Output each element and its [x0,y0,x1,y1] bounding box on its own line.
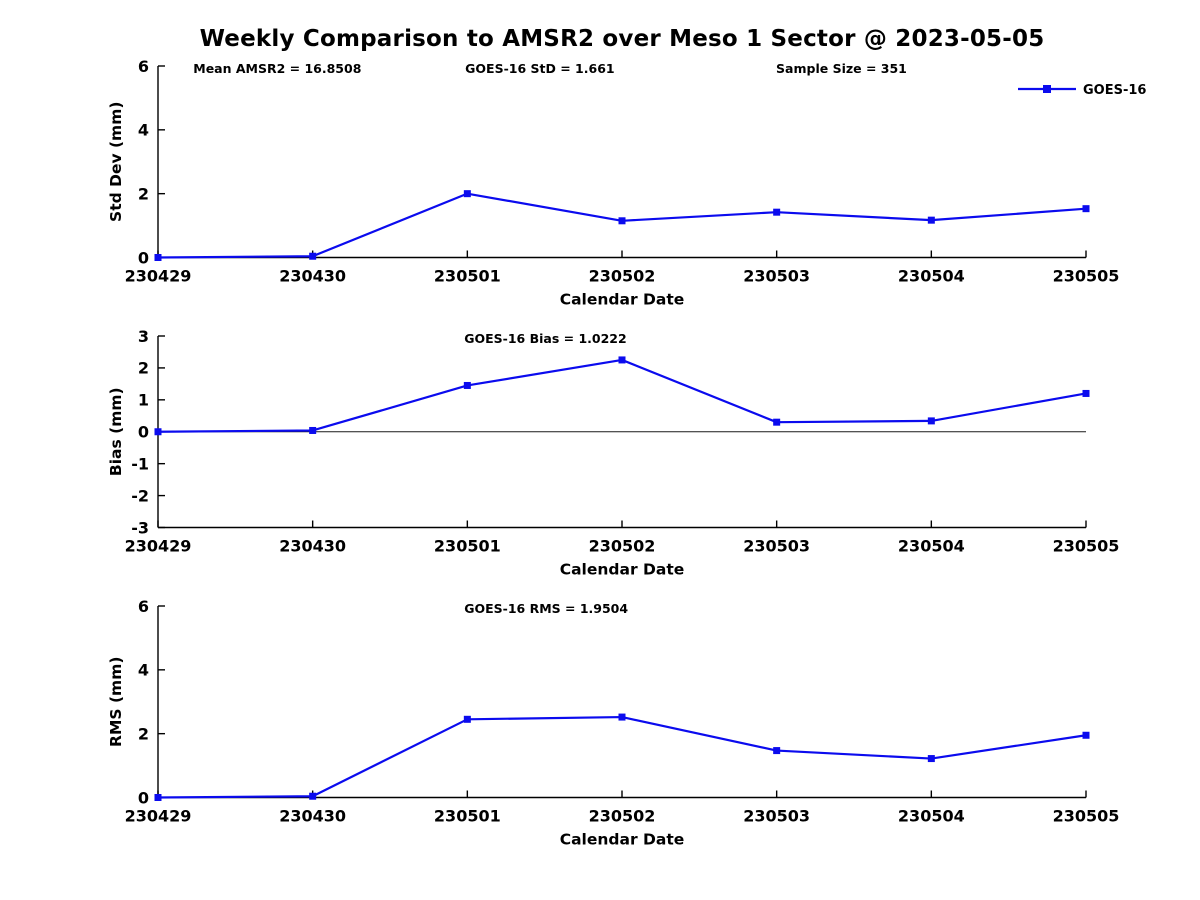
y-tick-label: -1 [131,454,149,473]
chart-stddev: 0 2 4 6 230429 230430 230501 230502 230503 230504… [107,57,1146,309]
data-point [1082,731,1090,739]
legend-marker-icon [1043,85,1051,93]
x-tick-label: 230501 [434,807,501,826]
y-tick-label: 4 [138,121,149,140]
x-tick-label: 230502 [589,807,656,826]
x-tick-label: 230503 [743,807,810,826]
data-line [157,715,1087,799]
y-tick-label: 3 [138,327,149,346]
y-tick-label: 0 [138,248,149,267]
y-tick-label: 6 [138,57,149,76]
data-point [309,252,317,260]
data-point [773,418,781,426]
chart-bias: -3 -2 -1 0 1 2 3 230429 230430 230501 230502 230503… [107,327,1120,579]
y-tick-label: -2 [131,486,149,505]
y-axis-label: Std Dev (mm) [107,102,125,222]
annotation: Mean AMSR2 = 16.8508 [193,61,361,76]
y-axis-label: Bias (mm) [107,387,125,476]
x-tick-label: 230430 [279,267,346,286]
x-axis-label: Calendar Date [560,291,685,309]
data-point [618,217,626,225]
x-tick-label: 230430 [279,537,346,556]
data-point [927,755,935,763]
annotation: GOES-16 RMS = 1.9504 [464,601,628,616]
legend-label: GOES-16 [1083,83,1146,98]
annotation: GOES-16 Bias = 1.0222 [464,331,626,346]
x-tick-label: 230501 [434,537,501,556]
data-point [463,715,471,723]
x-axis-label: Calendar Date [560,831,685,849]
data-point [618,356,626,364]
data-point [1082,389,1090,397]
data-point [309,426,317,434]
x-tick-label: 230504 [898,267,965,286]
x-tick-label: 230504 [898,807,965,826]
y-axis-label: RMS (mm) [107,657,125,747]
y-tick-label: 2 [138,724,149,743]
figure-title: Weekly Comparison to AMSR2 over Meso 1 S… [199,26,1045,52]
data-point [154,794,162,801]
x-tick-label: 230430 [279,807,346,826]
x-tick-label: 230429 [125,267,192,286]
data-point [463,381,471,389]
data-point [618,713,626,721]
data-point [154,428,162,436]
y-tick-label: -3 [131,518,149,537]
x-tick-label: 230503 [743,267,810,286]
y-tick-label: 4 [138,661,149,680]
y-tick-label: 6 [138,597,149,616]
x-tick-label: 230429 [125,807,192,826]
data-point [1082,205,1090,213]
data-point [927,216,935,224]
data-point [927,417,935,425]
x-tick-label: 230502 [589,537,656,556]
x-tick-label: 230501 [434,267,501,286]
y-tick-label: 0 [138,788,149,807]
x-axis-label: Calendar Date [560,561,685,579]
y-tick-label: 1 [138,391,149,410]
data-point [773,208,781,216]
chart-rms: 0 2 4 6 230429 230430 230501 230502 230503 230504… [107,597,1120,849]
x-tick-label: 230505 [1053,807,1120,826]
annotation: GOES-16 StD = 1.661 [465,61,614,76]
data-point [773,747,781,755]
x-tick-label: 230504 [898,537,965,556]
data-point [309,792,317,800]
x-tick-label: 230503 [743,537,810,556]
x-tick-label: 230429 [125,537,192,556]
y-tick-label: 0 [138,423,149,442]
data-line [157,192,1087,259]
x-tick-label: 230505 [1053,267,1120,286]
x-tick-label: 230502 [589,267,656,286]
data-point [154,254,162,261]
y-tick-label: 2 [138,359,149,378]
data-point [463,190,471,198]
annotation: Sample Size = 351 [776,61,907,76]
y-tick-label: 2 [138,184,149,203]
data-line [157,358,1087,433]
x-tick-label: 230505 [1053,537,1120,556]
